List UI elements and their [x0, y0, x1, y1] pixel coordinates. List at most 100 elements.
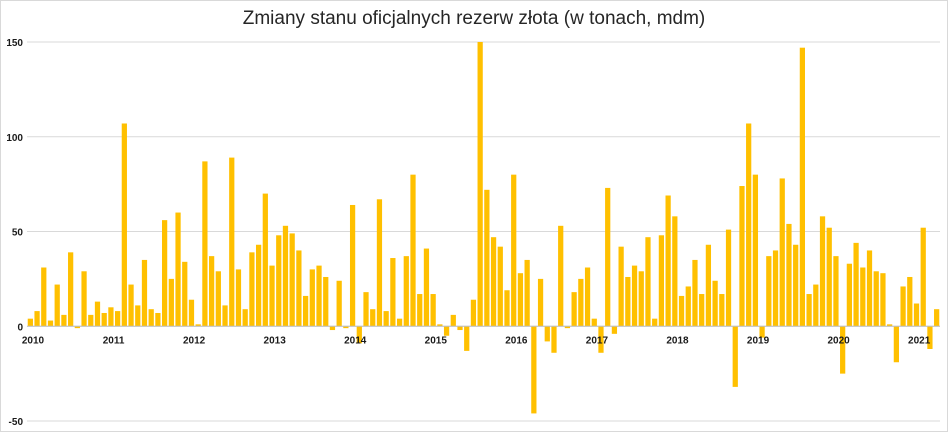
bar: [719, 294, 725, 327]
bar: [101, 312, 107, 327]
bar: [611, 326, 618, 334]
bar: [645, 237, 651, 327]
bar: [880, 273, 886, 327]
bar: [155, 312, 161, 327]
bar: [799, 47, 805, 327]
bar: [873, 271, 879, 327]
bar: [249, 252, 255, 327]
bar: [544, 326, 550, 342]
bar: [598, 326, 604, 353]
bar: [786, 223, 792, 327]
bar: [343, 326, 349, 329]
x-tick-label: 2015: [425, 335, 448, 346]
bar: [437, 324, 443, 327]
bar: [289, 233, 295, 327]
bar: [490, 237, 497, 327]
bar: [840, 326, 846, 374]
bar: [793, 244, 799, 327]
bar: [672, 216, 678, 327]
bar: [302, 295, 309, 327]
bar: [893, 326, 899, 363]
bar: [766, 256, 772, 327]
bar: [282, 225, 289, 327]
bar: [323, 276, 329, 327]
y-tick-label: 0: [17, 322, 23, 333]
bar: [255, 244, 262, 327]
bar: [457, 326, 463, 331]
bar: [363, 292, 369, 327]
bar: [618, 246, 624, 327]
bar: [108, 307, 114, 327]
bar: [423, 248, 430, 327]
bar: [564, 326, 571, 329]
bar: [826, 227, 832, 327]
bar: [927, 326, 933, 349]
bar: [195, 324, 201, 327]
x-tick-label: 2019: [747, 335, 770, 346]
bar: [658, 235, 665, 327]
bar: [497, 246, 503, 327]
chart-title: Zmiany stanu oficjalnych rezerw złota (w…: [242, 8, 706, 29]
bar: [705, 244, 712, 327]
x-tick-label: 2017: [586, 335, 609, 346]
bar: [88, 314, 94, 327]
bar: [235, 269, 242, 327]
bar: [712, 280, 718, 327]
bar: [685, 286, 691, 327]
bar: [907, 276, 913, 327]
bar: [417, 294, 423, 327]
bar: [329, 326, 336, 331]
bar: [772, 250, 779, 327]
bar: [450, 314, 456, 327]
bar: [591, 318, 597, 327]
bar: [484, 189, 490, 327]
bar: [336, 280, 342, 327]
bar: [383, 311, 389, 327]
bar: [41, 267, 47, 327]
bar: [168, 278, 174, 327]
bar: [222, 305, 228, 327]
bar: [34, 311, 40, 327]
bar: [229, 157, 235, 327]
bar: [141, 259, 148, 327]
x-tick-label: 2010: [22, 335, 45, 346]
bar: [74, 326, 80, 329]
bar: [625, 276, 631, 327]
y-tick-label: 100: [6, 133, 23, 144]
bar: [833, 256, 839, 327]
bar: [470, 299, 477, 327]
bar: [410, 174, 416, 327]
bar: [175, 212, 181, 327]
bar: [188, 299, 195, 327]
bar: [276, 235, 282, 327]
bar: [531, 326, 537, 414]
bar: [162, 220, 168, 327]
bar: [209, 256, 215, 327]
x-tick-label: 2014: [344, 335, 367, 346]
bar: [860, 267, 866, 327]
x-tick-label: 2021: [908, 335, 931, 346]
bar: [269, 265, 275, 327]
bar: [464, 326, 470, 351]
bar: [652, 318, 658, 327]
bar: [477, 42, 483, 327]
y-tick-label: -50: [9, 417, 24, 428]
bar: [913, 303, 920, 327]
bar: [511, 174, 517, 327]
x-tick-label: 2011: [103, 335, 125, 346]
bar: [846, 263, 852, 327]
bar: [692, 259, 698, 327]
y-axis-tick-labels: -50 0 50 100 150: [6, 38, 23, 428]
bar: [853, 242, 859, 327]
bar: [752, 174, 759, 327]
bar: [309, 269, 315, 327]
x-axis-tick-labels: 2010 2011 2012 2013 2014 2015 2016 2017 2018 2019…: [22, 335, 931, 346]
x-tick-label: 2012: [183, 335, 206, 346]
bar: [819, 216, 826, 327]
bar: [390, 258, 396, 327]
bar: [578, 278, 584, 327]
bar: [584, 267, 591, 327]
bar: [759, 326, 765, 338]
